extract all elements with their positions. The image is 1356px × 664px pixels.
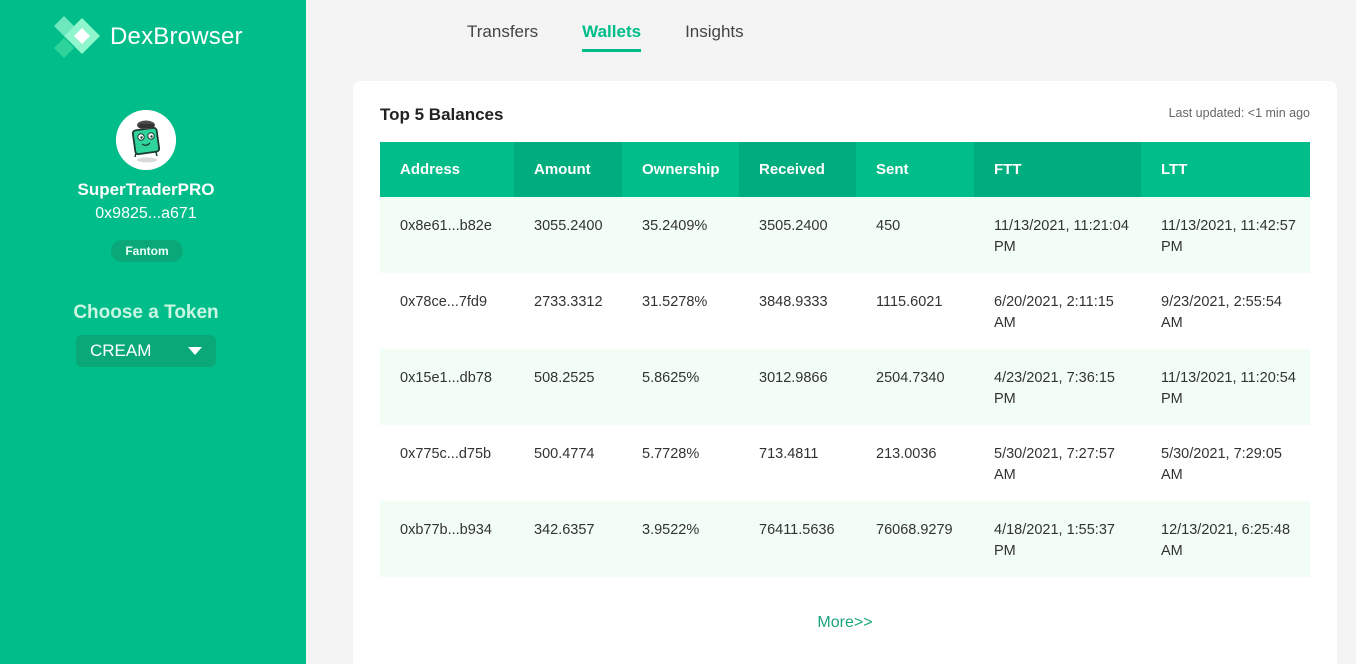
sidebar: DexBrowser SuperTraderPRO 0x9825...a671 …	[0, 0, 306, 664]
cell-sent: 213.0036	[876, 446, 937, 462]
cell-ownership: 31.5278%	[642, 294, 708, 310]
token-select[interactable]: CREAM	[76, 335, 216, 367]
cell-ltt: 12/13/2021, 6:25:48 AM	[1141, 501, 1310, 577]
cell-sent: 450	[856, 197, 974, 273]
column-header-ltt[interactable]: LTT	[1141, 142, 1310, 197]
cell-ftt: 5/30/2021, 7:27:57 AM	[994, 446, 1115, 483]
network-badge: Fantom	[111, 240, 183, 262]
chevron-down-icon	[188, 347, 202, 355]
cell-amount: 500.4774	[534, 446, 595, 462]
cell-ltt: 11/13/2021, 11:42:57 PM	[1141, 197, 1310, 273]
top-balances-card: Top 5 Balances Last updated: <1 min ago …	[353, 81, 1337, 664]
app-logo[interactable]: DexBrowser	[52, 14, 243, 60]
cell-sent: 2504.7340	[856, 349, 974, 425]
column-header-address[interactable]: Address	[380, 142, 514, 197]
cell-ownership: 35.2409%	[622, 197, 739, 273]
column-header-ownership[interactable]: Ownership	[622, 142, 739, 197]
user-name: SuperTraderPRO	[77, 180, 215, 199]
cell-ownership: 5.8625%	[622, 349, 739, 425]
trader-avatar-icon	[116, 110, 176, 170]
cell-address[interactable]: 0x78ce...7fd9	[400, 294, 488, 310]
table-row[interactable]: 0x15e1...db78 508.2525 5.8625% 3012.9866…	[380, 349, 1310, 425]
cell-ftt: 11/13/2021, 11:21:04 PM	[974, 197, 1141, 273]
tab-wallets[interactable]: Wallets	[582, 22, 642, 52]
cell-ftt: 6/20/2021, 2:11:15 AM	[994, 294, 1114, 331]
tab-insights[interactable]: Insights	[685, 22, 744, 41]
column-header-sent[interactable]: Sent	[856, 142, 974, 197]
cell-amount: 342.6357	[514, 501, 622, 577]
table-header-row: Address Amount Ownership Received Sent F…	[380, 142, 1310, 197]
card-title: Top 5 Balances	[380, 105, 504, 124]
cell-ftt: 4/18/2021, 1:55:37 PM	[974, 501, 1141, 577]
cell-address[interactable]: 0x15e1...db78	[380, 349, 514, 425]
more-link[interactable]: More>>	[817, 614, 873, 631]
tab-transfers[interactable]: Transfers	[467, 22, 539, 41]
cell-received: 76411.5636	[739, 501, 856, 577]
table-row[interactable]: 0xb77b...b934 342.6357 3.9522% 76411.563…	[380, 501, 1310, 577]
cell-received: 3848.9333	[759, 294, 828, 310]
cell-received: 713.4811	[759, 446, 819, 462]
column-header-amount[interactable]: Amount	[514, 142, 622, 197]
cell-ownership: 5.7728%	[642, 446, 700, 462]
cell-ownership: 3.9522%	[622, 501, 739, 577]
user-wallet-address: 0x9825...a671	[95, 205, 197, 222]
table-row[interactable]: 0x775c...d75b 500.4774 5.7728% 713.4811 …	[380, 425, 1310, 501]
cell-ltt: 9/23/2021, 2:55:54 AM	[1161, 294, 1282, 331]
cell-ftt: 4/23/2021, 7:36:15 PM	[974, 349, 1141, 425]
balances-table: Address Amount Ownership Received Sent F…	[380, 142, 1310, 577]
cell-address[interactable]: 0x775c...d75b	[400, 446, 492, 462]
cell-address[interactable]: 0xb77b...b934	[380, 501, 514, 577]
avatar[interactable]	[116, 110, 176, 170]
table-row[interactable]: 0x8e61...b82e 3055.2400 35.2409% 3505.24…	[380, 197, 1310, 273]
cell-received: 3012.9866	[739, 349, 856, 425]
cell-sent: 76068.9279	[856, 501, 974, 577]
dexbrowser-logo-icon	[54, 16, 100, 58]
cell-address[interactable]: 0x8e61...b82e	[380, 197, 514, 273]
last-updated-text: Last updated: <1 min ago	[1168, 106, 1310, 120]
column-header-ftt[interactable]: FTT	[974, 142, 1141, 197]
cell-amount: 508.2525	[514, 349, 622, 425]
cell-amount: 3055.2400	[514, 197, 622, 273]
column-header-received[interactable]: Received	[739, 142, 856, 197]
table-row[interactable]: 0x78ce...7fd9 2733.3312 31.5278% 3848.93…	[380, 273, 1310, 349]
cell-received: 3505.2400	[739, 197, 856, 273]
cell-ltt: 5/30/2021, 7:29:05 AM	[1161, 446, 1282, 483]
cell-sent: 1115.6021	[876, 294, 943, 310]
app-name: DexBrowser	[110, 23, 243, 50]
cell-amount: 2733.3312	[534, 294, 603, 310]
choose-token-title: Choose a Token	[73, 302, 219, 323]
main-tabs: Transfers Wallets Insights	[467, 22, 788, 52]
cell-ltt: 11/13/2021, 11:20:54 PM	[1141, 349, 1310, 425]
token-select-value: CREAM	[90, 341, 152, 360]
